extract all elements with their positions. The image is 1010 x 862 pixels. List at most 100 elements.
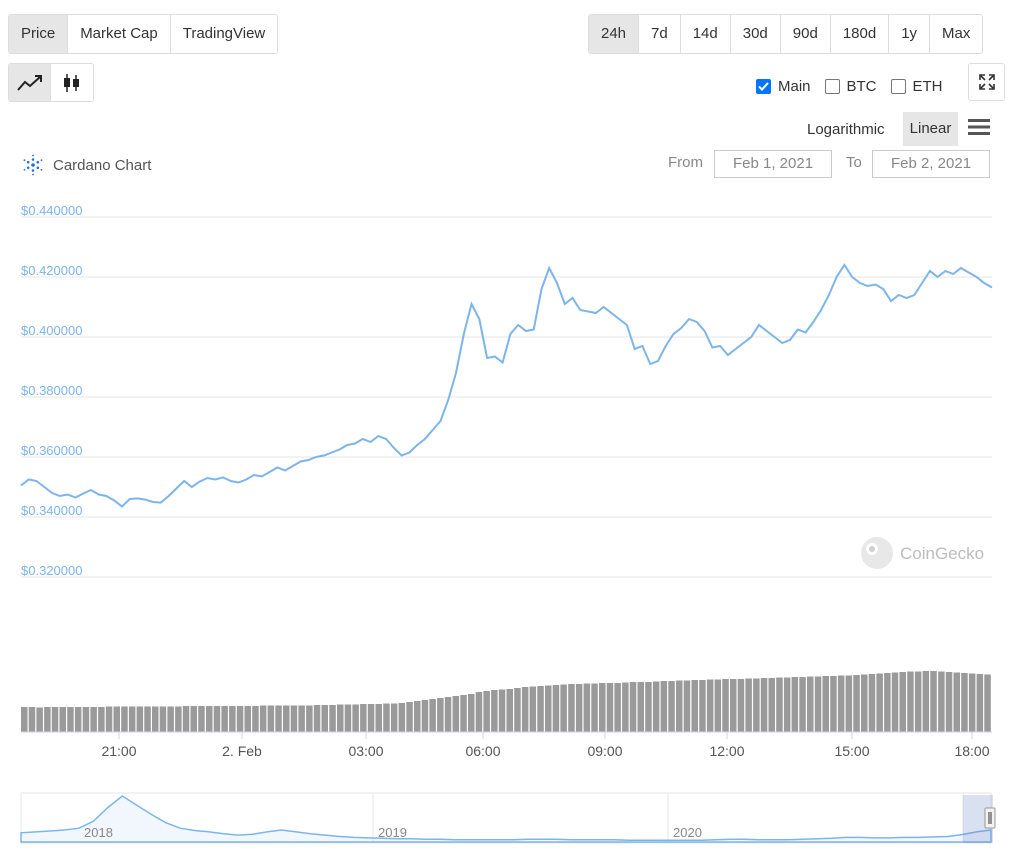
volume-bar	[444, 697, 452, 732]
range-30d[interactable]: 30d	[730, 15, 781, 53]
volume-bar	[668, 681, 675, 732]
volume-bar	[529, 686, 537, 732]
volume-bar	[599, 683, 606, 732]
x-tick-label: 03:00	[348, 743, 383, 759]
fullscreen-button[interactable]	[968, 63, 1005, 101]
volume-bar	[259, 705, 267, 732]
tab-price[interactable]: Price	[9, 15, 69, 53]
volume-bar	[984, 674, 991, 732]
volume-bar	[152, 706, 159, 732]
volume-bar	[776, 677, 783, 732]
volume-bar	[807, 676, 814, 732]
volume-bar	[591, 683, 598, 732]
volume-bar	[961, 673, 968, 732]
volume-bar	[945, 672, 953, 732]
compare-main[interactable]: Main	[756, 78, 811, 95]
volume-bar	[113, 706, 120, 732]
navigator[interactable]: 2018 2019 2020	[0, 790, 1010, 850]
volume-bar	[760, 678, 768, 732]
chart-title: Cardano Chart	[22, 154, 151, 176]
compare-btc[interactable]: BTC	[824, 78, 877, 95]
volume-bar	[498, 689, 506, 732]
volume-bar	[930, 671, 937, 732]
volume-bar	[383, 703, 390, 732]
volume-bar	[28, 707, 36, 732]
navigator-handle[interactable]	[984, 807, 996, 829]
volume-bar	[437, 698, 444, 732]
range-1y[interactable]: 1y	[889, 15, 931, 53]
btc-checkbox[interactable]	[824, 79, 840, 94]
range-max[interactable]: Max	[930, 15, 983, 53]
compare-eth[interactable]: ETH	[890, 78, 943, 95]
main-checkbox[interactable]	[756, 79, 771, 94]
x-tick-label: 2. Feb	[222, 743, 262, 759]
volume-bar	[51, 707, 59, 732]
volume-bar	[938, 671, 945, 732]
volume-bar	[175, 706, 182, 732]
scale-linear-button[interactable]: Linear	[903, 112, 958, 146]
tab-tradingview[interactable]: TradingView	[170, 15, 278, 53]
x-tick-label: 21:00	[101, 743, 136, 759]
volume-bar	[560, 684, 567, 732]
range-7d[interactable]: 7d	[639, 15, 681, 53]
volume-bar	[190, 706, 197, 732]
volume-bar	[360, 704, 367, 732]
price-chart[interactable]: $0.440000 $0.420000 $0.400000 $0.380000 $0.3…	[0, 190, 1010, 780]
volume-bar	[891, 672, 899, 732]
range-14d[interactable]: 14d	[680, 15, 731, 53]
from-date-input[interactable]: Feb 1, 2021	[714, 150, 832, 178]
line-chart-button[interactable]	[9, 64, 51, 101]
volume-bar	[768, 678, 775, 732]
hamburger-menu-icon[interactable]	[968, 118, 990, 136]
volume-bar	[159, 706, 167, 732]
volume-bar	[652, 681, 660, 732]
volume-bar	[791, 677, 799, 732]
navigator-labels: 2018 2019 2020	[84, 825, 702, 840]
y-tick-label: $0.360000	[21, 443, 82, 458]
volume-bar	[414, 701, 421, 732]
volume-bar	[845, 675, 853, 732]
volume-bar	[914, 671, 922, 732]
volume-bar	[44, 707, 51, 732]
volume-bar	[313, 705, 321, 732]
x-tick-label: 09:00	[587, 743, 622, 759]
volume-bar	[745, 678, 752, 732]
volume-bar	[976, 674, 984, 732]
volume-bar	[521, 687, 529, 732]
to-date-input[interactable]: Feb 2, 2021	[872, 150, 990, 178]
range-180d[interactable]: 180d	[830, 15, 890, 53]
tab-market-cap[interactable]: Market Cap	[68, 15, 171, 53]
volume-bar	[514, 688, 521, 732]
range-90d[interactable]: 90d	[780, 15, 831, 53]
navigator-year-label: 2019	[378, 825, 407, 840]
volume-bar	[722, 679, 729, 732]
volume-bar	[136, 706, 144, 732]
volume-bar	[167, 706, 174, 732]
chart-style-toggle	[8, 63, 94, 102]
y-tick-label: $0.340000	[21, 503, 82, 518]
compare-eth-label: ETH	[912, 78, 943, 95]
candlestick-icon	[64, 73, 79, 92]
x-axis-labels: 21:00 2. Feb 03:00 06:00 09:00 12:00 15:00 18:0…	[101, 732, 990, 759]
volume-bar	[367, 704, 375, 732]
x-tick-label: 06:00	[465, 743, 500, 759]
x-tick-label: 15:00	[834, 743, 869, 759]
candlestick-button[interactable]	[51, 64, 93, 101]
volume-bar	[853, 675, 860, 732]
volume-bar	[182, 706, 190, 732]
y-tick-label: $0.320000	[21, 563, 82, 578]
volume-bar	[676, 680, 683, 732]
volume-bar	[337, 704, 344, 732]
scale-logarithmic-button[interactable]: Logarithmic	[807, 121, 885, 138]
volume-bar	[398, 703, 406, 732]
volume-bar	[583, 683, 591, 732]
range-24h[interactable]: 24h	[589, 15, 640, 53]
y-tick-label: $0.420000	[21, 263, 82, 278]
eth-checkbox[interactable]	[890, 79, 906, 94]
from-label: From	[668, 154, 703, 171]
volume-bar	[506, 689, 513, 732]
volume-bar	[121, 706, 128, 732]
volume-bar	[452, 696, 460, 732]
volume-bar	[252, 706, 259, 732]
volume-bar	[21, 707, 28, 732]
